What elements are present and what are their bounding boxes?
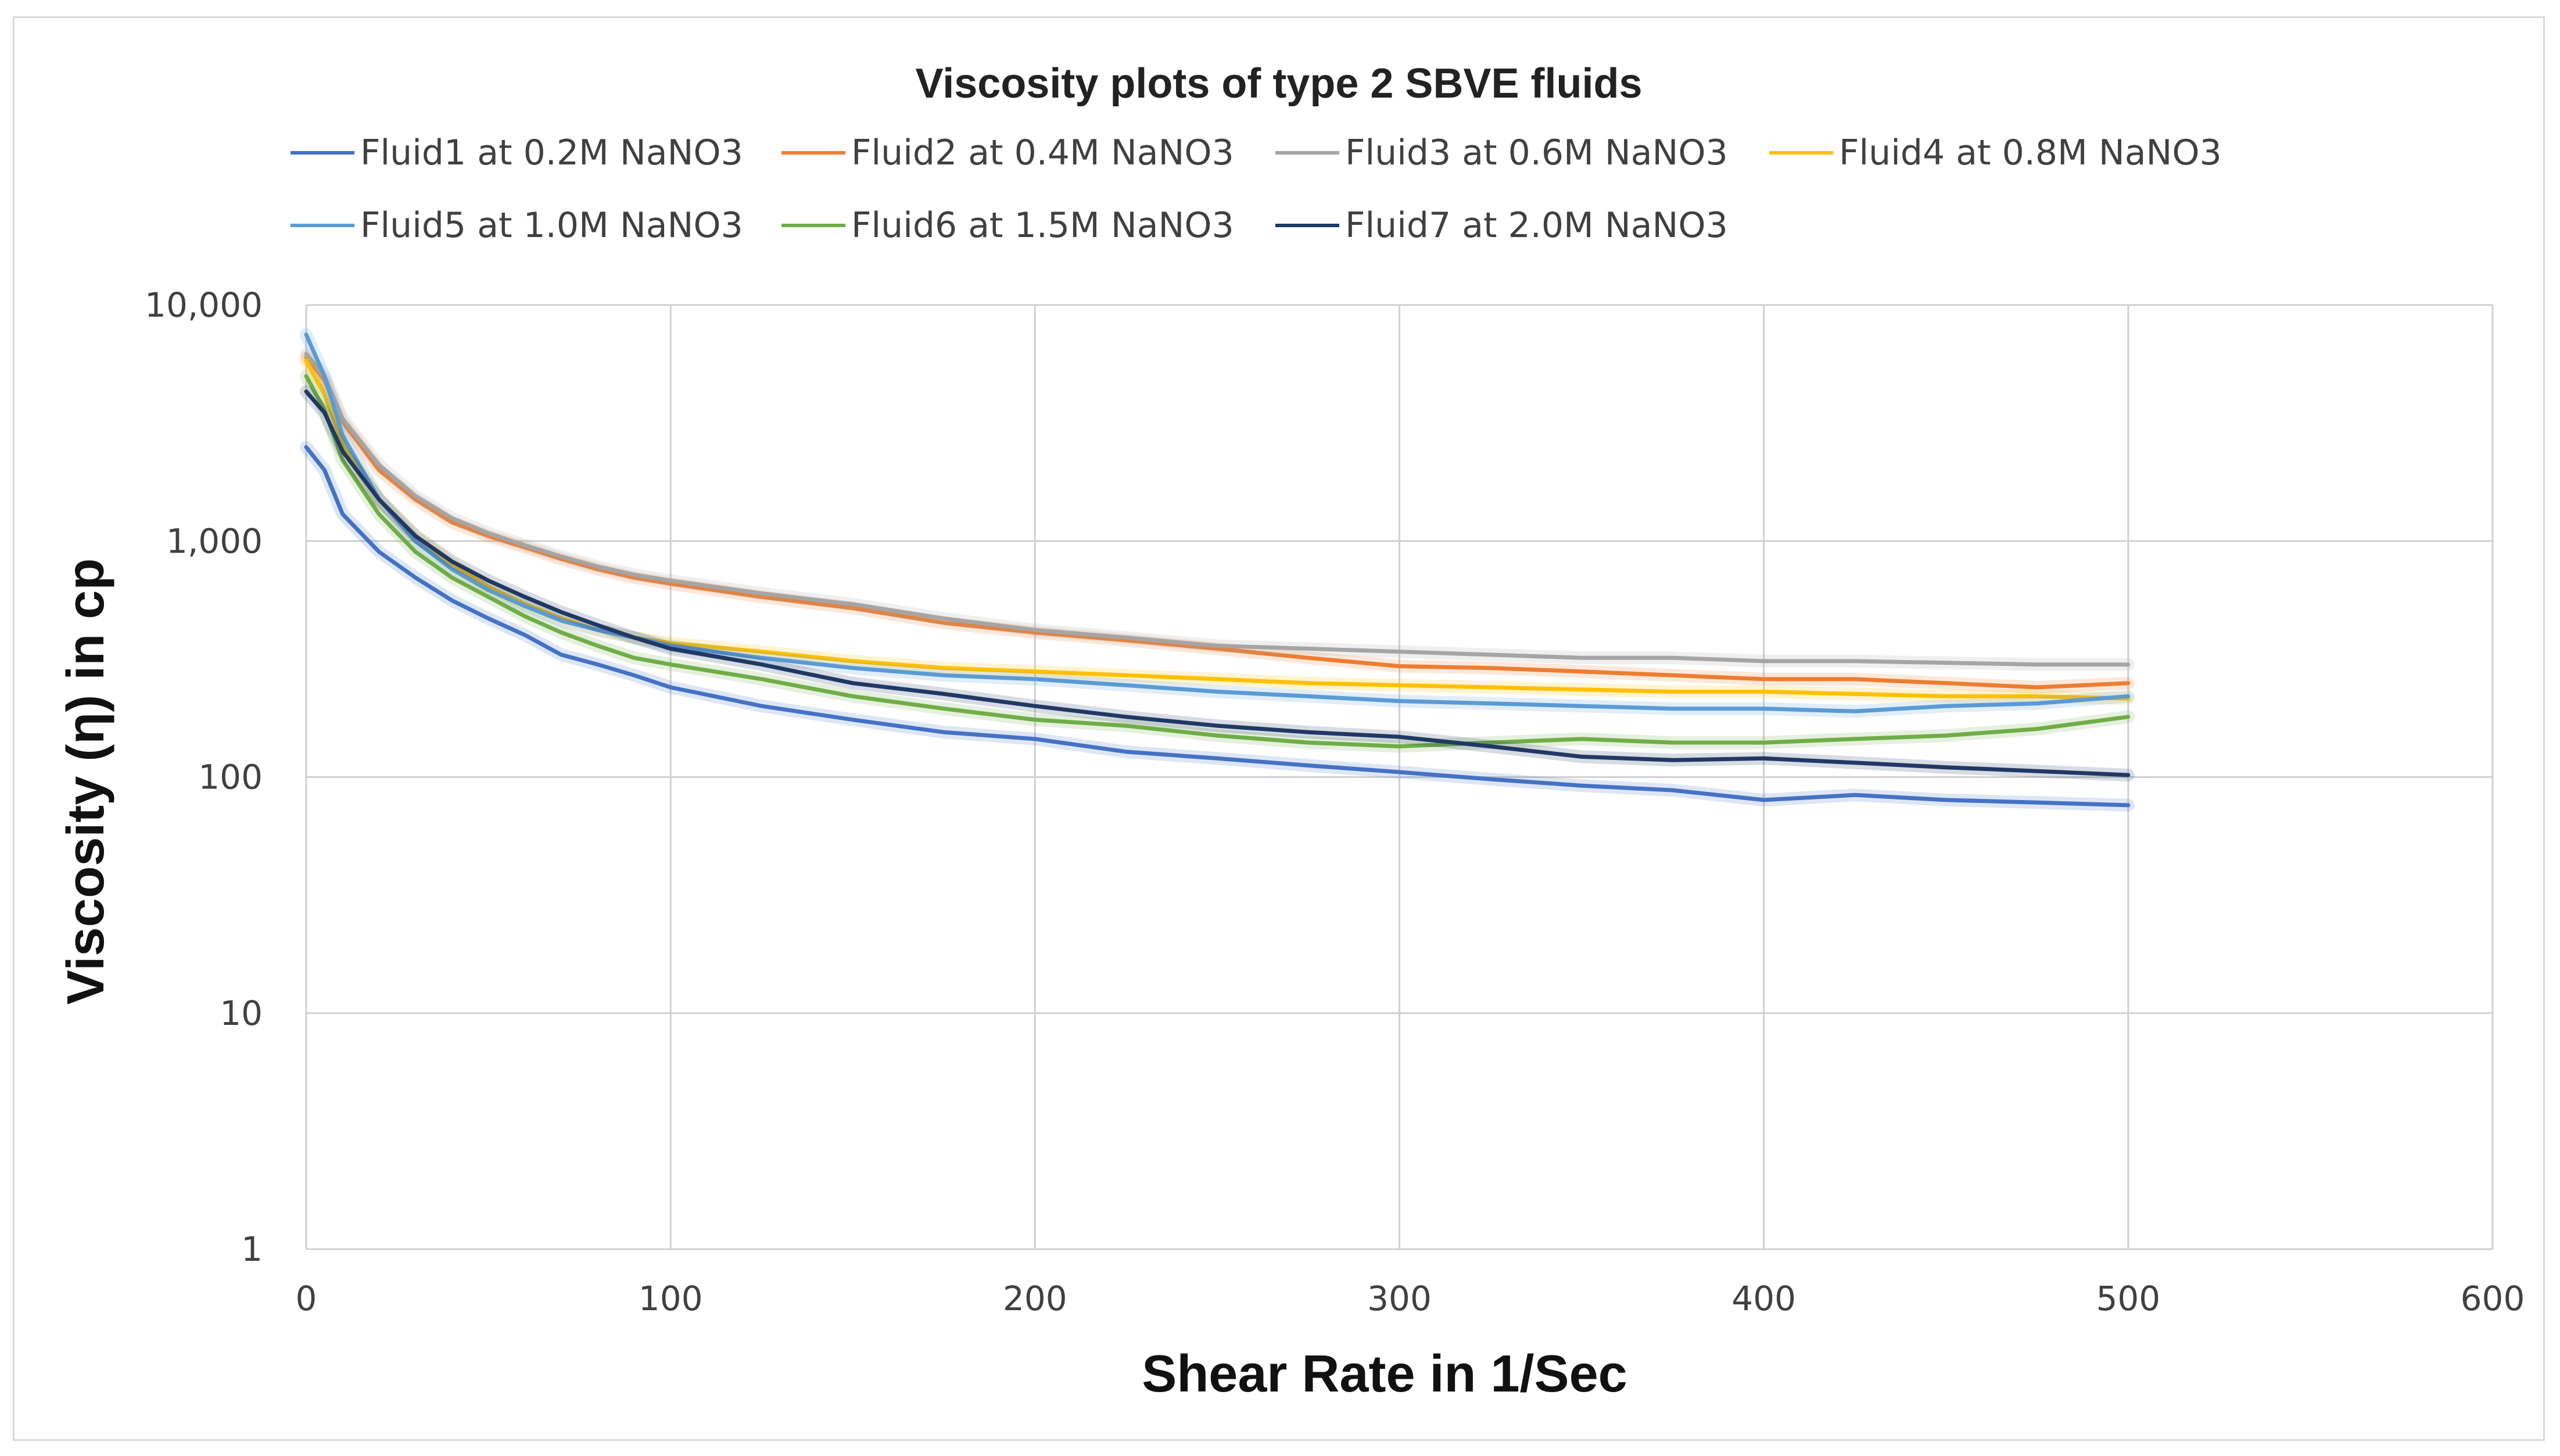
legend-swatch	[1275, 151, 1339, 155]
y-tick-label: 10	[220, 994, 263, 1033]
legend-swatch	[1275, 224, 1339, 227]
series-line	[304, 352, 2131, 667]
legend-item: Fluid3 at 0.6M NaNO3	[1275, 132, 1769, 173]
legend-label: Fluid7 at 2.0M NaNO3	[1345, 205, 1728, 246]
legend-item: Fluid4 at 0.8M NaNO3	[1769, 132, 2222, 173]
x-tick-label: 200	[1003, 1279, 1067, 1318]
legend-swatch	[1769, 151, 1833, 155]
y-tick-label: 10,000	[145, 285, 263, 325]
legend-label: Fluid5 at 1.0M NaNO3	[360, 205, 743, 246]
legend-swatch	[781, 151, 845, 155]
x-tick-label: 600	[2461, 1279, 2525, 1318]
grid-lines	[305, 304, 2494, 1250]
legend-item: Fluid1 at 0.2M NaNO3	[291, 132, 781, 173]
series-line	[304, 374, 2131, 749]
x-tick-label: 400	[1731, 1279, 1796, 1318]
y-tick-label: 1	[241, 1229, 263, 1269]
legend-row-1: Fluid1 at 0.2M NaNO3 Fluid2 at 0.4M NaNO…	[291, 132, 2222, 173]
y-tick-label: 1,000	[166, 521, 263, 561]
tick-labels: 1 10 100 1,000 10,000 0 100 200 300 400 500 600	[145, 285, 2525, 1318]
x-tick-label: 500	[2096, 1279, 2160, 1318]
x-tick-label: 0	[296, 1279, 317, 1318]
series-line	[304, 355, 2131, 690]
legend-item: Fluid5 at 1.0M NaNO3	[291, 205, 781, 246]
legend-item: Fluid7 at 2.0M NaNO3	[1275, 205, 1728, 246]
legend-row-2: Fluid5 at 1.0M NaNO3 Fluid6 at 1.5M NaNO…	[291, 205, 1728, 246]
y-tick-label: 100	[198, 758, 263, 797]
legend-item: Fluid6 at 1.5M NaNO3	[781, 205, 1275, 246]
legend-swatch	[291, 151, 354, 155]
x-tick-label: 300	[1367, 1279, 1432, 1318]
chart-title: Viscosity plots of type 2 SBVE fluids	[915, 60, 1643, 107]
series-line	[304, 332, 2131, 713]
legend-swatch	[781, 224, 845, 227]
x-tick-label: 100	[639, 1279, 703, 1318]
x-axis-title: Shear Rate in 1/Sec	[1142, 1345, 1627, 1403]
legend-item: Fluid2 at 0.4M NaNO3	[781, 132, 1275, 173]
series-line	[304, 445, 2131, 808]
legend-label: Fluid6 at 1.5M NaNO3	[851, 205, 1234, 246]
y-axis-title: Viscosity (η) in cp	[57, 558, 115, 1005]
series-lines	[300, 328, 2135, 812]
legend-label: Fluid3 at 0.6M NaNO3	[1345, 132, 1728, 173]
legend-label: Fluid1 at 0.2M NaNO3	[360, 132, 743, 173]
legend-swatch	[291, 224, 354, 227]
series-line	[304, 389, 2131, 777]
legend-label: Fluid2 at 0.4M NaNO3	[851, 132, 1234, 173]
legend-label: Fluid4 at 0.8M NaNO3	[1839, 132, 2222, 173]
